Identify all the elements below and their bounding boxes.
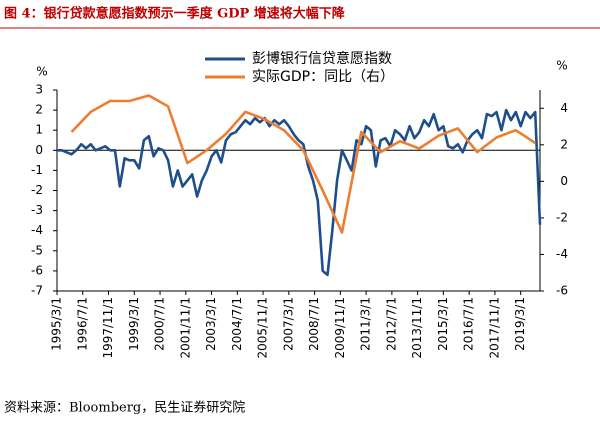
y-tick-label: -5 [31, 243, 43, 257]
x-tick-label: 2015/3/1 [436, 297, 450, 351]
x-tick-label: 2004/7/1 [230, 297, 244, 351]
source: 资料来源：Bloomberg，民生证券研究院 [4, 400, 245, 416]
y2-tick-label: -2 [556, 210, 568, 224]
y-tick-label: 3 [35, 83, 43, 97]
x-tick-label: 1997/11/1 [101, 297, 115, 359]
x-tick-label: 2003/3/1 [204, 297, 218, 351]
x-tick-label: 2008/7/1 [307, 297, 321, 351]
x-tick-label: 2011/3/1 [359, 297, 373, 351]
chart-title: 图 4：银行贷款意愿指数预示一季度 GDP 增速将大幅下降 [4, 6, 346, 22]
legend-label: 实际GDP：同比（右） [252, 69, 394, 85]
y-tick-label: 2 [35, 103, 43, 117]
x-tick-label: 1996/7/1 [75, 297, 89, 351]
y2-tick-label: -4 [556, 247, 568, 261]
x-tick-label: 2000/7/1 [153, 297, 167, 351]
y2-tick-label: 0 [560, 174, 568, 188]
y2-tick-label: -6 [556, 284, 568, 298]
x-tick-label: 1995/3/1 [50, 297, 64, 351]
y2-unit: % [556, 59, 567, 73]
y-tick-label: -4 [31, 223, 43, 237]
x-tick-label: 2009/11/1 [333, 297, 347, 359]
y-tick-label: 1 [35, 123, 43, 137]
x-tick-label: 2001/11/1 [178, 297, 192, 359]
y-tick-label: 0 [35, 143, 43, 157]
y-tick-label: -3 [31, 203, 43, 217]
series-line [57, 108, 542, 277]
y-tick-label: -2 [31, 183, 43, 197]
y-tick-label: -7 [31, 284, 43, 298]
x-tick-label: 1999/3/1 [127, 297, 141, 351]
x-tick-label: 2019/3/1 [513, 297, 527, 351]
y2-tick-label: 2 [560, 137, 568, 151]
series-line [70, 94, 536, 234]
y-tick-label: -1 [31, 163, 43, 177]
y-unit: % [36, 65, 47, 79]
x-tick-label: 2016/7/1 [462, 297, 476, 351]
x-tick-label: 2017/11/1 [487, 297, 501, 359]
x-tick-label: 2007/3/1 [281, 297, 295, 351]
legend-label: 彭博银行信贷意愿指数 [252, 50, 392, 67]
x-tick-label: 2012/7/1 [384, 297, 398, 351]
y2-tick-label: 4 [560, 101, 568, 115]
x-tick-label: 2005/11/1 [256, 297, 270, 359]
x-tick-label: 2013/11/1 [410, 297, 424, 359]
y-tick-label: -6 [31, 263, 43, 277]
